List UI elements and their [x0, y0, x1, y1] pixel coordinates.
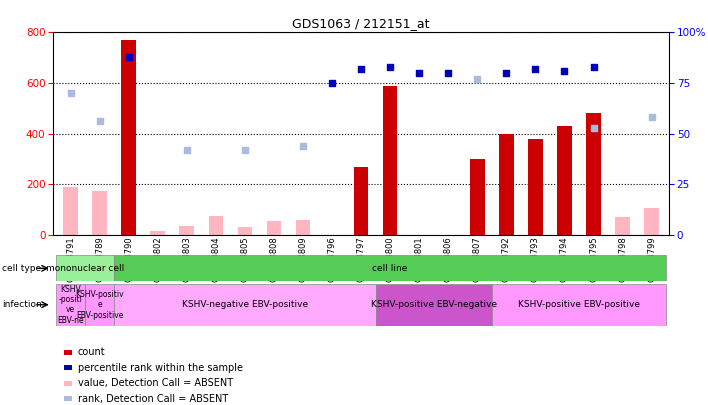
Point	[355, 66, 367, 72]
Bar	[209, 216, 223, 235]
Bar	[470, 159, 484, 235]
Point	[123, 53, 135, 60]
Text: rank, Detection Call = ABSENT: rank, Detection Call = ABSENT	[78, 394, 228, 403]
Bar	[85, 284, 114, 326]
Point	[530, 66, 541, 72]
Text: cell line: cell line	[372, 264, 408, 273]
Bar	[114, 255, 666, 281]
Text: value, Detection Call = ABSENT: value, Detection Call = ABSENT	[78, 378, 233, 388]
Point	[181, 147, 193, 153]
Bar	[267, 221, 281, 235]
Bar	[586, 113, 601, 235]
Text: percentile rank within the sample: percentile rank within the sample	[78, 363, 243, 373]
Bar	[121, 40, 136, 235]
Text: KSHV
-positi
ve
EBV-ne: KSHV -positi ve EBV-ne	[57, 285, 84, 325]
Bar	[615, 217, 630, 235]
Bar	[114, 284, 376, 326]
Bar	[383, 85, 397, 235]
Point	[646, 114, 657, 120]
Text: KSHV-positiv
e
EBV-positive: KSHV-positiv e EBV-positive	[75, 290, 124, 320]
Bar	[180, 226, 194, 235]
Bar	[56, 284, 85, 326]
Bar	[63, 187, 78, 235]
Bar	[92, 191, 107, 235]
Point	[239, 147, 251, 153]
Text: KSHV-negative EBV-positive: KSHV-negative EBV-positive	[182, 300, 308, 309]
Point	[94, 118, 105, 124]
Text: mononuclear cell: mononuclear cell	[46, 264, 124, 273]
Bar	[644, 208, 659, 235]
Text: cell type: cell type	[2, 264, 41, 273]
Bar	[56, 255, 114, 281]
Bar	[296, 220, 310, 235]
Point	[588, 124, 599, 131]
Point	[384, 64, 396, 70]
Point	[442, 70, 454, 76]
Text: KSHV-positive EBV-negative: KSHV-positive EBV-negative	[371, 300, 497, 309]
Point	[413, 70, 425, 76]
Bar	[528, 139, 542, 235]
Bar	[376, 284, 492, 326]
Point	[588, 64, 599, 70]
Point	[472, 76, 483, 83]
Bar	[354, 166, 368, 235]
Text: infection: infection	[2, 300, 42, 309]
Point	[326, 80, 338, 86]
Bar	[238, 227, 252, 235]
Point	[65, 90, 76, 96]
Point	[501, 70, 512, 76]
Title: GDS1063 / 212151_at: GDS1063 / 212151_at	[292, 17, 430, 30]
Text: KSHV-positive EBV-positive: KSHV-positive EBV-positive	[518, 300, 640, 309]
Bar	[150, 231, 165, 235]
Point	[559, 68, 570, 74]
Point	[297, 143, 309, 149]
Bar	[499, 134, 513, 235]
Bar	[557, 126, 572, 235]
Text: count: count	[78, 347, 105, 357]
Bar	[492, 284, 666, 326]
